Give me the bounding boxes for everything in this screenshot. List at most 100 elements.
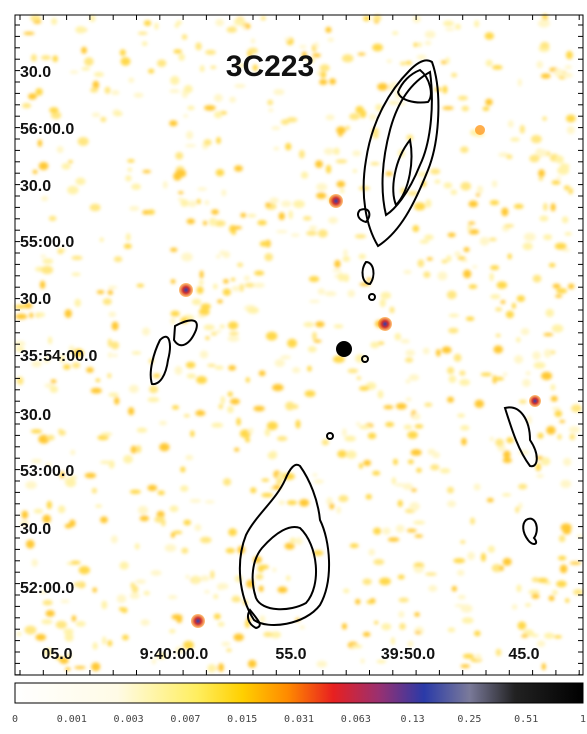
speckle xyxy=(304,390,316,398)
speckle xyxy=(532,351,541,360)
speckle xyxy=(541,663,546,671)
speckle xyxy=(517,78,522,87)
speckle xyxy=(219,324,226,329)
speckle xyxy=(92,587,98,593)
speckle xyxy=(402,483,414,490)
speckle xyxy=(129,206,140,211)
speckle xyxy=(194,524,202,531)
speckle xyxy=(78,566,91,575)
speckle xyxy=(35,88,43,96)
speckle xyxy=(360,658,365,664)
speckle xyxy=(38,161,49,171)
speckle xyxy=(391,477,397,485)
speckle xyxy=(523,232,536,242)
speckle xyxy=(181,547,189,554)
speckle xyxy=(216,582,229,590)
speckle xyxy=(210,570,215,580)
contour xyxy=(357,208,371,224)
speckle xyxy=(121,634,129,641)
speckle xyxy=(248,47,258,54)
speckle xyxy=(107,338,112,348)
speckle xyxy=(379,298,386,308)
speckle xyxy=(417,259,425,268)
speckle xyxy=(142,169,152,174)
speckle xyxy=(474,653,482,661)
speckle xyxy=(342,428,347,437)
speckle xyxy=(227,391,233,397)
speckle xyxy=(170,310,180,317)
speckle xyxy=(531,577,540,583)
speckle xyxy=(90,387,102,394)
speckle xyxy=(414,202,426,211)
speckle xyxy=(515,506,520,514)
speckle xyxy=(268,108,274,113)
speckle xyxy=(99,460,112,464)
speckle xyxy=(424,30,436,39)
speckle xyxy=(37,312,46,318)
speckle xyxy=(370,162,380,166)
speckle xyxy=(356,376,362,380)
speckle xyxy=(84,57,94,66)
speckle xyxy=(97,435,109,441)
speckle xyxy=(562,527,572,535)
speckle xyxy=(48,336,53,345)
speckle xyxy=(338,131,343,137)
speckle xyxy=(40,55,51,61)
speckle xyxy=(91,662,101,672)
speckle xyxy=(526,415,532,425)
speckle xyxy=(550,203,556,212)
speckle xyxy=(272,484,281,490)
speckle xyxy=(459,370,466,376)
speckle xyxy=(543,332,554,337)
speckle xyxy=(486,497,494,503)
speckle xyxy=(207,363,216,367)
speckle xyxy=(307,365,312,372)
speckle xyxy=(518,483,528,490)
speckle xyxy=(228,365,237,371)
speckle xyxy=(147,68,155,74)
colorbar-label: 0.003 xyxy=(114,714,144,725)
speckle xyxy=(407,191,419,196)
speckle xyxy=(60,599,70,604)
speckle xyxy=(308,276,320,283)
speckle xyxy=(482,106,490,111)
speckle xyxy=(90,87,99,93)
speckle xyxy=(321,439,329,446)
speckle xyxy=(171,614,183,620)
speckle xyxy=(100,116,107,123)
speckle xyxy=(228,331,239,336)
speckle xyxy=(143,590,150,596)
speckle xyxy=(91,487,97,494)
speckle xyxy=(447,627,456,633)
speckle xyxy=(394,90,402,100)
speckle xyxy=(52,55,59,63)
contour xyxy=(392,137,413,207)
speckle xyxy=(119,561,129,570)
colorbar-label: 0.063 xyxy=(341,714,371,725)
speckle xyxy=(278,500,286,505)
speckle xyxy=(332,268,342,273)
speckle xyxy=(213,613,221,620)
speckle xyxy=(395,524,405,533)
speckle xyxy=(325,26,332,33)
speckle xyxy=(231,228,237,236)
speckle xyxy=(362,15,371,22)
speckle xyxy=(244,282,256,288)
speckle xyxy=(135,445,142,454)
x-axis-labels: 05.0 9:40:00.0 55.0 39:50.0 45.0 xyxy=(41,646,539,663)
speckle xyxy=(558,535,566,543)
speckle xyxy=(537,432,544,439)
speckle xyxy=(352,150,361,157)
speckle xyxy=(108,352,113,358)
speckle xyxy=(569,433,576,441)
speckle xyxy=(284,542,295,550)
speckle xyxy=(536,640,546,648)
speckle xyxy=(258,370,266,377)
speckle xyxy=(130,445,137,454)
speckle xyxy=(200,575,210,582)
speckle xyxy=(92,642,98,650)
speckle xyxy=(320,71,327,79)
speckle xyxy=(25,481,37,490)
speckle xyxy=(377,83,389,91)
speckle xyxy=(221,641,231,647)
